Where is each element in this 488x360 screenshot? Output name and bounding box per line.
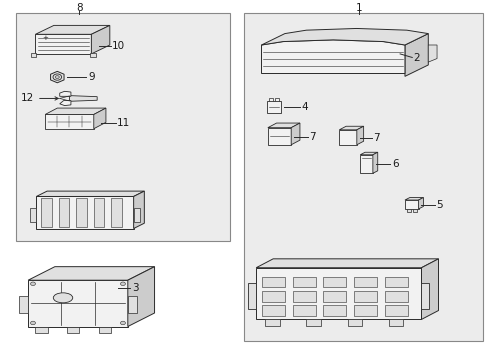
Polygon shape [292,276,315,287]
Polygon shape [421,259,438,319]
Polygon shape [353,305,376,316]
Polygon shape [256,259,438,268]
Polygon shape [323,291,346,302]
Circle shape [120,321,125,325]
Bar [244,13,482,341]
Polygon shape [94,198,104,227]
Polygon shape [261,40,404,73]
Polygon shape [76,198,87,227]
Polygon shape [59,198,69,227]
Bar [30,53,36,58]
Polygon shape [404,200,418,209]
Polygon shape [256,268,421,319]
Polygon shape [69,96,97,101]
Text: 12: 12 [21,94,34,103]
Text: 8: 8 [76,3,82,13]
Circle shape [120,282,125,285]
Bar [269,98,273,101]
Polygon shape [50,71,64,83]
Polygon shape [262,276,285,287]
Polygon shape [111,198,122,227]
Text: 10: 10 [112,41,125,51]
Polygon shape [36,197,133,229]
Bar [388,319,403,326]
Polygon shape [60,91,71,96]
Polygon shape [339,130,356,145]
Polygon shape [262,305,285,316]
Bar [406,209,410,212]
Polygon shape [404,198,423,200]
Circle shape [55,76,59,78]
Text: 7: 7 [308,132,315,142]
Polygon shape [261,28,427,45]
Polygon shape [353,291,376,302]
Polygon shape [35,34,91,54]
Polygon shape [35,26,110,34]
Polygon shape [45,114,94,129]
Bar [412,209,416,212]
Polygon shape [427,45,436,62]
Polygon shape [292,305,315,316]
Bar [67,327,80,333]
Polygon shape [372,152,377,173]
Polygon shape [290,123,299,145]
Polygon shape [133,191,144,229]
Text: 11: 11 [117,118,130,128]
Bar [305,319,320,326]
Text: +: + [42,35,48,41]
Polygon shape [28,267,154,280]
Polygon shape [339,126,363,130]
Polygon shape [127,267,154,327]
Bar [16,13,229,241]
Bar [35,327,47,333]
Polygon shape [28,280,127,327]
Text: 5: 5 [435,200,442,210]
Text: 1: 1 [355,3,361,13]
Polygon shape [384,291,407,302]
Bar [421,283,428,309]
Circle shape [30,282,35,285]
Ellipse shape [53,293,73,303]
Polygon shape [292,291,315,302]
Polygon shape [323,305,346,316]
Polygon shape [267,128,290,145]
Text: 6: 6 [391,159,398,170]
Text: 7: 7 [372,132,379,143]
Polygon shape [353,276,376,287]
Polygon shape [323,276,346,287]
Polygon shape [60,100,71,105]
Bar [127,296,136,312]
Polygon shape [94,108,106,129]
Text: 9: 9 [88,72,94,82]
Bar [133,208,140,222]
Polygon shape [45,108,106,114]
Text: 4: 4 [301,102,308,112]
Text: 3: 3 [131,283,138,293]
Polygon shape [262,291,285,302]
Text: 2: 2 [413,53,420,63]
Bar [90,53,96,58]
Bar [20,296,28,312]
Bar [275,98,279,101]
Bar [248,283,256,309]
Polygon shape [266,101,281,113]
Bar [99,327,111,333]
Bar [347,319,362,326]
Polygon shape [384,305,407,316]
Polygon shape [384,276,407,287]
Polygon shape [418,198,423,209]
Polygon shape [360,152,377,155]
Polygon shape [91,26,110,54]
Polygon shape [41,198,52,227]
Polygon shape [267,123,299,128]
Bar [264,319,279,326]
Polygon shape [356,126,363,145]
Circle shape [30,321,35,325]
Polygon shape [360,155,372,173]
Polygon shape [404,33,427,76]
Polygon shape [36,191,144,197]
Bar [30,208,36,222]
